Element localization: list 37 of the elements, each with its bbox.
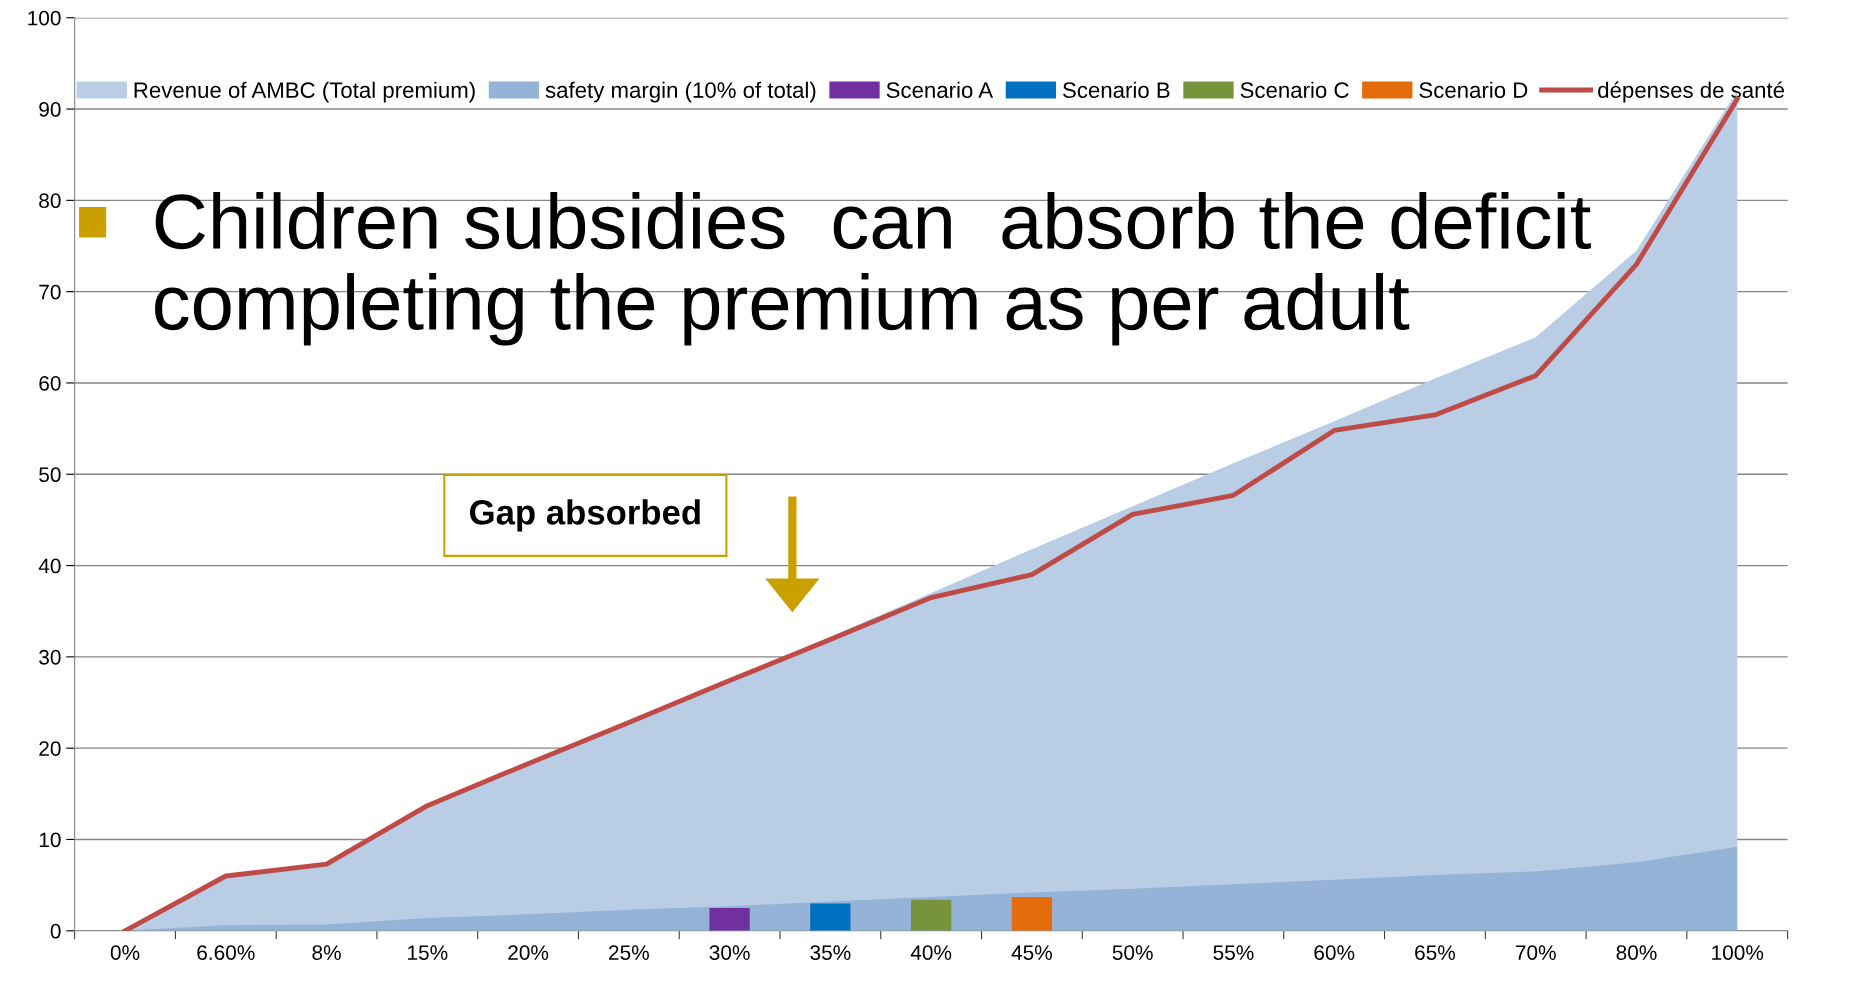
x-tick-label: 35% (810, 945, 851, 960)
x-tick-label: 8% (312, 945, 341, 960)
y-tick-label: 10 (39, 832, 61, 848)
x-tick-label: 50% (1112, 945, 1153, 960)
x-tick-label: 70% (1515, 945, 1556, 960)
x-tick-label: 30% (709, 945, 750, 960)
y-tick-label: 70 (39, 284, 61, 300)
y-tick-label: 30 (39, 649, 61, 665)
x-tick-label: 60% (1314, 945, 1355, 960)
legend-label: Scenario C (1240, 81, 1349, 98)
x-tick-label: 15% (408, 945, 448, 960)
x-tick-label: 6.60% (197, 945, 255, 960)
x-tick-label: 25% (609, 945, 649, 960)
x-tick-label: 55% (1213, 945, 1254, 960)
x-tick-label: 45% (1011, 945, 1053, 960)
x-tick-label: 100% (1712, 945, 1764, 960)
x-tick-label: 65% (1415, 945, 1456, 960)
legend-label: safety margin (10% of total) (545, 81, 816, 103)
y-tick-label: 100 (28, 10, 61, 26)
y-tick-label: 40 (38, 558, 61, 574)
x-tick-label: 20% (508, 945, 549, 960)
x-tick-label: 0% (110, 945, 140, 960)
annotation: Gap absorbed (470, 499, 700, 532)
y-tick-label: 60 (39, 375, 61, 391)
legend-label: Scenario D (1419, 81, 1528, 98)
y-tick-label: 0 (50, 923, 61, 939)
y-tick-label: 80 (39, 193, 61, 209)
legend-label: Scenario A (886, 81, 994, 98)
x-tick-label: 40% (910, 945, 952, 960)
legend-label: dépenses de santé (1598, 81, 1785, 103)
x-tick-label: 80% (1616, 945, 1657, 960)
y-tick-label: 50 (39, 467, 61, 483)
legend-label: Revenue of AMBC (Total premium) (134, 81, 475, 103)
y-tick-label: 20 (39, 741, 61, 756)
y-tick-label: 90 (39, 102, 61, 117)
legend-label: Scenario B (1063, 81, 1170, 98)
annotation: Children subsidies can absorb the deficit completing the premium as per adult (155, 192, 1591, 346)
